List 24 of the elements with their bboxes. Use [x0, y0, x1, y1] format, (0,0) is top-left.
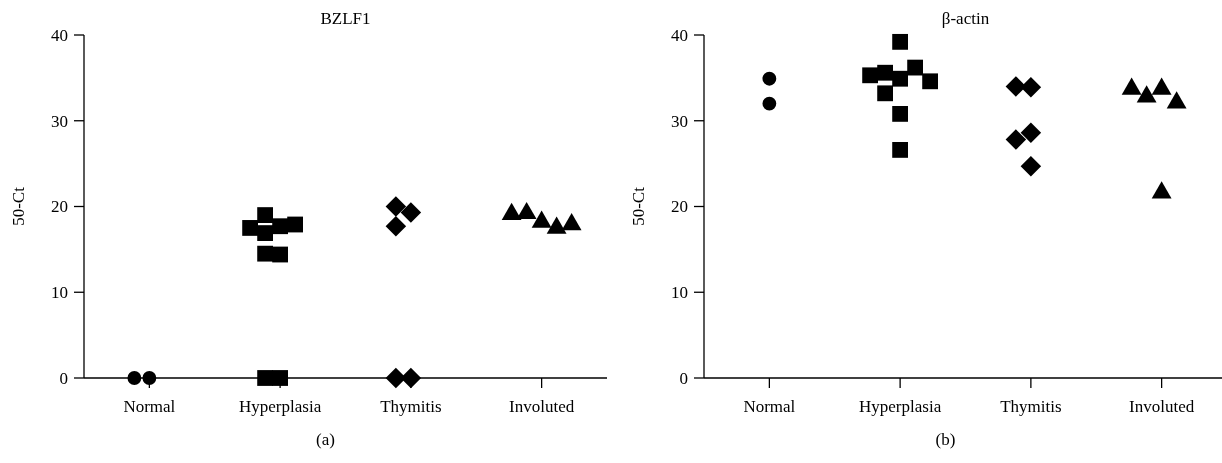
x-tick-label: Involuted	[509, 397, 575, 416]
text: (b)	[935, 430, 956, 449]
y-axis-title: 50-Ct	[629, 186, 648, 226]
y-tick-label: 30	[51, 111, 68, 131]
x-tick-label: Thymitis	[1000, 397, 1062, 416]
x-tick-label: Hyperplasia	[239, 397, 322, 416]
y-tick-label: 40	[51, 25, 68, 45]
y-tick-label: 30	[671, 111, 688, 131]
y-tick-label: 20	[671, 197, 688, 217]
y-tick-label: 0	[679, 368, 688, 388]
y-tick-label: 10	[51, 283, 68, 303]
x-tick-label: Hyperplasia	[859, 397, 942, 416]
y-tick-label: 0	[59, 368, 68, 388]
y-tick-label: 20	[51, 197, 68, 217]
chart-title: BZLF1	[320, 9, 371, 28]
x-tick-label: Normal	[743, 397, 796, 416]
x-tick-label: Normal	[123, 397, 176, 416]
y-tick-label: 10	[671, 283, 688, 303]
text: (a)	[316, 430, 335, 449]
y-axis-title: 50-Ct	[9, 186, 28, 226]
x-tick-label: Involuted	[1129, 397, 1195, 416]
chart-title: β-actin	[941, 9, 990, 28]
y-tick-label: 40	[671, 25, 688, 45]
x-tick-label: Thymitis	[380, 397, 442, 416]
